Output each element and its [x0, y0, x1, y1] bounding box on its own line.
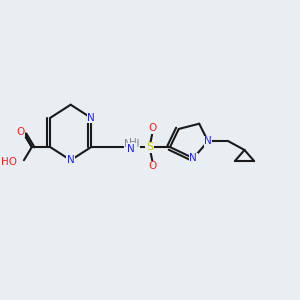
- Text: O: O: [148, 123, 157, 133]
- Text: N: N: [204, 136, 212, 146]
- Text: NH: NH: [124, 139, 140, 148]
- Text: H: H: [129, 138, 137, 148]
- Text: N: N: [67, 155, 74, 165]
- Text: N: N: [87, 113, 95, 123]
- Text: O: O: [16, 127, 24, 137]
- Text: O: O: [148, 161, 157, 171]
- Text: N: N: [127, 143, 135, 154]
- Text: N: N: [190, 153, 197, 163]
- Text: S: S: [146, 142, 153, 152]
- Text: HO: HO: [1, 157, 17, 167]
